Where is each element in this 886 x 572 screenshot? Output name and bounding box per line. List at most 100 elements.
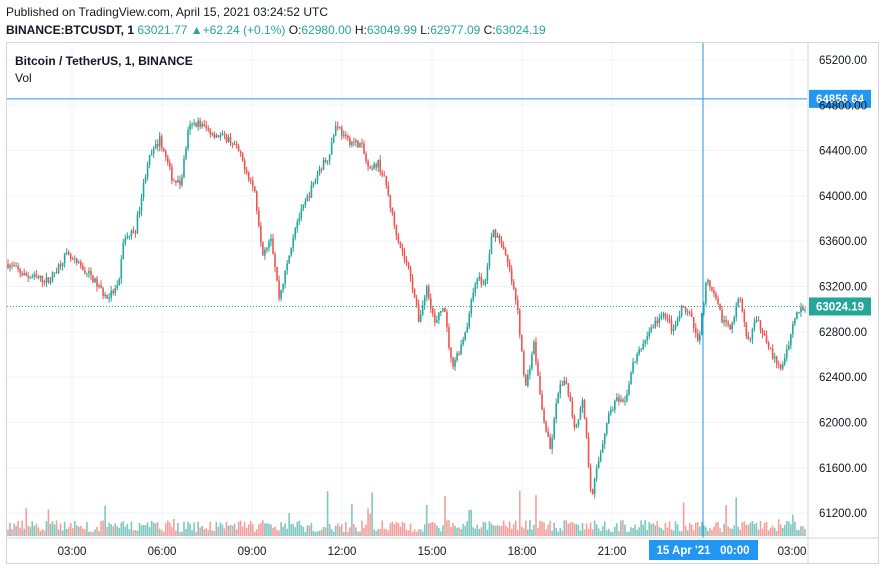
candle-body [106,294,108,299]
candle-body [502,245,505,250]
candle-body [369,166,371,169]
candle-body [144,177,147,183]
volume-bar [777,519,780,536]
candle-body [545,422,547,432]
candle-body [405,259,408,263]
volume-bar [563,520,566,536]
volume-bar [415,531,418,536]
overlays: 64856.64 15 Apr '21 00:00 63024.19 [7,43,871,560]
candle-body [92,275,94,283]
candle-body [247,172,250,180]
candle-body [82,266,84,271]
candle-body [678,315,681,320]
candle-body [607,413,610,424]
candle-body [33,274,36,277]
candle-body [565,380,568,384]
crosshair-time-box [649,540,758,560]
x-tick-label: 03:00 [58,546,87,558]
candle-body [324,159,327,162]
volume-bar [367,508,369,536]
volume-bar [423,524,426,536]
candle-body [334,126,337,136]
volume-bar [235,529,238,536]
candle-body [286,263,288,271]
candle-body [338,127,341,128]
volume-bar [199,527,201,536]
candle-body [86,273,88,274]
volume-bar [187,521,189,536]
candle-body [498,235,501,241]
volume-bar [676,524,679,536]
volume-bar [110,524,112,536]
volume-bar [7,529,9,536]
candle-body [504,249,507,255]
volume-bar [397,523,400,536]
candle-body [719,303,721,310]
candle-body [197,120,199,127]
volume-bar [458,527,460,536]
volume-bar [138,522,141,536]
candle-body [494,229,497,238]
volume-bar [284,523,286,536]
candle-body [533,341,535,355]
candle-body [727,322,729,325]
volume-bar [43,530,46,536]
candle-body [551,438,553,449]
candle-body [642,343,644,349]
candle-body [118,279,121,286]
candle-body [80,262,82,267]
candle-body [682,305,685,308]
candle-body [630,372,632,385]
candle-body [450,347,452,358]
volume-bar [120,522,123,536]
candle-body [474,284,477,293]
volume-bar [551,530,553,536]
candle-body [610,410,612,414]
volume-bar [156,522,159,536]
volume-bar [351,503,353,536]
candle-body [521,334,523,352]
candle-body [628,384,630,395]
volume-bar [688,523,691,536]
volume-bar [662,530,665,536]
volume-bar [19,528,21,536]
candle-body [328,154,331,162]
volume-bar [642,524,644,536]
candle-body [51,272,54,281]
volume-bar [411,531,414,536]
volume-bar [251,524,254,536]
volume-bar [492,525,495,536]
volume-bar [557,531,560,536]
symbol-name: BINANCE:BTCUSDT, 1 [6,23,135,37]
axes: 65200.00 64800.00 64400.00 64000.00 63600.00… [7,43,879,563]
candle-body [761,329,764,334]
volume-bar [290,524,292,536]
candle-body [316,174,319,181]
volume-bar [357,531,359,536]
volume-bar [300,525,303,536]
volume-bar [385,529,388,536]
volume-bar [231,525,234,536]
volume-bar [316,531,319,536]
volume-bar [270,524,272,536]
volume-bar [419,529,422,536]
volume-bar [579,530,582,536]
volume-bar [640,520,642,536]
volume-bar [488,521,491,536]
volume-bar [361,520,363,536]
candle-body [29,277,32,279]
volume-bar [326,491,329,536]
volume-bar [464,526,466,536]
candle-body [535,341,537,363]
candle-body [490,236,493,254]
volume-bar [648,521,651,536]
volume-bar [626,531,628,536]
candle-body [690,312,693,318]
volume-bar [678,531,681,536]
candle-body [365,153,367,162]
volume-bar [88,531,90,536]
candle-body [138,210,141,215]
volume-bar [373,529,375,536]
volume-bar [395,521,398,536]
